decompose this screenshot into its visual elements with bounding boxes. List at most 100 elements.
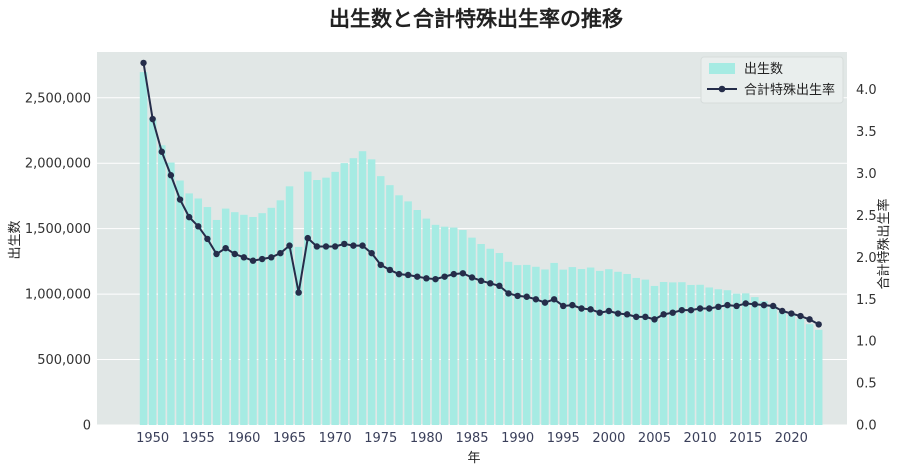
y-left-tick-label: 1,500,000 bbox=[25, 222, 91, 237]
x-tick-label: 2020 bbox=[775, 431, 808, 446]
point-tfr bbox=[496, 282, 503, 290]
bar-births bbox=[568, 267, 577, 425]
y-right-tick-label: 3.5 bbox=[856, 125, 877, 140]
bar-births bbox=[313, 180, 321, 425]
bar-births bbox=[650, 285, 659, 425]
point-tfr bbox=[715, 303, 722, 311]
point-tfr bbox=[213, 250, 220, 258]
bar-births bbox=[760, 301, 768, 425]
legend: 出生数 合計特殊出生率 bbox=[700, 56, 844, 104]
point-tfr bbox=[450, 270, 457, 278]
point-tfr bbox=[623, 311, 631, 318]
bar-births bbox=[285, 186, 294, 425]
bar-births bbox=[395, 195, 403, 425]
point-tfr bbox=[660, 311, 667, 318]
point-tfr bbox=[185, 213, 193, 221]
point-tfr bbox=[569, 301, 576, 309]
point-tfr bbox=[514, 292, 521, 300]
bar-births bbox=[221, 208, 230, 425]
point-tfr bbox=[176, 196, 184, 203]
bar-births bbox=[276, 200, 285, 425]
x-tick-label: 1975 bbox=[364, 431, 397, 446]
point-tfr bbox=[733, 302, 740, 310]
point-tfr bbox=[432, 275, 439, 283]
bar-births bbox=[805, 324, 814, 425]
point-tfr bbox=[788, 310, 795, 317]
point-tfr bbox=[696, 305, 704, 312]
point-tfr bbox=[769, 302, 777, 310]
bar-births bbox=[605, 269, 613, 425]
bar-births bbox=[413, 210, 421, 425]
bar-births bbox=[541, 269, 549, 425]
point-tfr bbox=[505, 290, 512, 297]
y-right-tick-label: 2.5 bbox=[856, 209, 877, 224]
chart-title: 出生数と合計特殊出生率の推移 bbox=[329, 7, 623, 31]
y-left-tick-label: 2,500,000 bbox=[25, 91, 91, 106]
bar-births bbox=[404, 201, 412, 425]
point-tfr bbox=[468, 274, 476, 281]
bar-births bbox=[705, 287, 713, 425]
bar-births bbox=[158, 145, 166, 425]
bar-births bbox=[167, 162, 175, 426]
y-right-tick-label: 0.0 bbox=[856, 419, 877, 434]
bar-births bbox=[532, 266, 540, 425]
point-tfr bbox=[149, 115, 156, 123]
point-tfr bbox=[231, 250, 238, 258]
y-left-tick-label: 500,000 bbox=[37, 353, 91, 368]
x-tick-label: 1965 bbox=[273, 431, 306, 446]
point-tfr bbox=[249, 257, 257, 264]
point-tfr bbox=[167, 172, 175, 179]
point-tfr bbox=[359, 242, 366, 249]
bar-births bbox=[240, 214, 248, 425]
point-tfr bbox=[669, 309, 676, 316]
x-tick-label: 1980 bbox=[410, 431, 443, 446]
y-axis-label-left: 出生数 bbox=[8, 220, 23, 259]
bar-births bbox=[696, 284, 704, 425]
bar-births bbox=[468, 237, 476, 425]
point-tfr bbox=[459, 270, 467, 277]
bar-births bbox=[659, 281, 668, 425]
bar-births bbox=[459, 230, 467, 425]
x-tick-label: 2010 bbox=[684, 431, 717, 446]
bar-births bbox=[741, 293, 750, 425]
bar-births bbox=[139, 72, 148, 425]
point-tfr bbox=[395, 270, 403, 278]
point-tfr bbox=[368, 249, 375, 257]
point-tfr bbox=[742, 300, 749, 307]
point-tfr bbox=[423, 275, 430, 282]
point-tfr bbox=[377, 261, 384, 269]
bar-births bbox=[422, 218, 431, 425]
point-tfr bbox=[386, 266, 394, 274]
point-tfr bbox=[797, 312, 804, 320]
point-tfr bbox=[779, 307, 786, 315]
bar-births bbox=[304, 171, 312, 425]
point-tfr bbox=[258, 255, 266, 263]
bar-births bbox=[632, 277, 640, 425]
point-tfr bbox=[687, 306, 695, 314]
bar-births bbox=[203, 207, 212, 425]
point-tfr bbox=[204, 235, 211, 243]
bar-births bbox=[176, 180, 184, 425]
point-tfr bbox=[550, 296, 558, 303]
bar-births bbox=[450, 227, 458, 425]
bar-births bbox=[440, 226, 449, 425]
bar-births bbox=[194, 198, 203, 425]
bar-births bbox=[267, 207, 276, 425]
bar-births bbox=[431, 224, 440, 425]
legend-label-births: 出生数 bbox=[744, 62, 783, 77]
point-tfr bbox=[605, 307, 613, 315]
point-tfr bbox=[350, 242, 357, 249]
point-tfr bbox=[140, 59, 147, 67]
bar-births bbox=[477, 244, 485, 425]
point-tfr bbox=[642, 313, 649, 321]
point-tfr bbox=[523, 293, 530, 300]
legend-swatch-tfr-marker bbox=[718, 85, 726, 93]
point-tfr bbox=[560, 302, 567, 310]
bar-births bbox=[495, 253, 504, 425]
point-tfr bbox=[724, 301, 731, 309]
point-tfr bbox=[268, 254, 275, 261]
x-tick-label: 1990 bbox=[501, 431, 534, 446]
bar-births bbox=[577, 269, 586, 425]
x-axis-label: 年 bbox=[467, 451, 480, 466]
